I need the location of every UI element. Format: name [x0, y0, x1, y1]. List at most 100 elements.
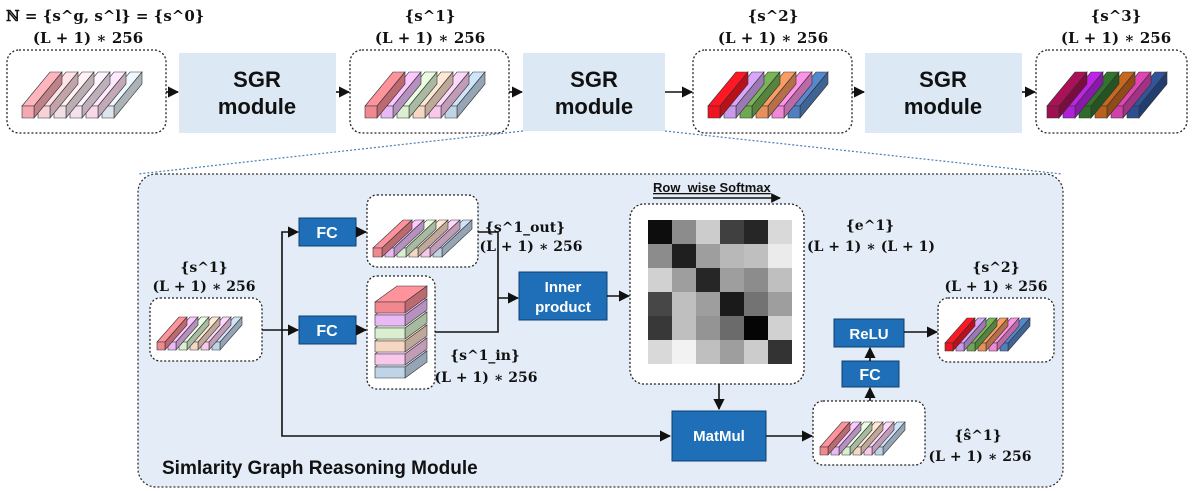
- panel-title: Simlarity Graph Reasoning Module: [162, 458, 478, 479]
- s0-feature-bars: [21, 71, 143, 119]
- heatmap-cell: [720, 292, 744, 316]
- matmul-label: MatMul: [693, 428, 745, 445]
- heatmap-cell: [648, 220, 672, 244]
- s-out-bars: [372, 219, 473, 258]
- sgr-module-1-line2: module: [218, 94, 296, 119]
- inner-product-line2: product: [535, 299, 591, 316]
- heatmap-cell: [720, 220, 744, 244]
- heatmap-cell: [768, 292, 792, 316]
- heatmap-cell: [720, 316, 744, 340]
- heatmap-cell: [672, 268, 696, 292]
- s-out-label: {s^1_out}: [485, 220, 565, 236]
- output-dim: (L + 1) ∗ 256: [945, 279, 1048, 295]
- line-sin-to-inner: [435, 298, 499, 333]
- heatmap-cell: [696, 220, 720, 244]
- s3-feature-bars: [1046, 71, 1168, 119]
- fc-out-button: [298, 217, 357, 247]
- s-hat-label: {ŝ^1}: [954, 428, 1001, 444]
- input-dim-label: (L + 1) ∗ 256: [33, 29, 143, 47]
- detail-input-label: {s^1}: [180, 260, 227, 276]
- sgr-module-1-line1: SGR: [233, 67, 281, 92]
- heatmap-cell: [672, 244, 696, 268]
- s1-dim-label: (L + 1) ∗ 256: [375, 29, 485, 47]
- heatmap-cell: [720, 340, 744, 364]
- s3-dim-label: (L + 1) ∗ 256: [1061, 29, 1171, 47]
- heatmap-cell: [648, 244, 672, 268]
- s3-set-label: {s^3}: [1091, 7, 1142, 25]
- s-hat-bars: [819, 421, 906, 456]
- fc-in-label: FC: [316, 323, 338, 340]
- sgr-module-3-line1: SGR: [919, 67, 967, 92]
- heatmap-cell: [744, 268, 768, 292]
- zoom-line-right: [664, 130, 1063, 175]
- s2-feature-bars: [707, 71, 829, 119]
- s-out-dim: (L + 1) ∗ 256: [480, 239, 583, 255]
- s2-dim-label: (L + 1) ∗ 256: [718, 29, 828, 47]
- feature-bar-front: [707, 105, 721, 119]
- heatmap-cell: [744, 220, 768, 244]
- feature-bar-front: [21, 105, 35, 119]
- relu-label: ReLU: [849, 326, 888, 343]
- input-set-label: ℕ = {s^g, s^l} = {s^0}: [6, 7, 204, 25]
- heatmap-cell: [696, 340, 720, 364]
- heatmap-cell: [696, 316, 720, 340]
- s-in-dim: (L + 1) ∗ 256: [435, 370, 538, 386]
- similarity-heatmap: [648, 220, 792, 364]
- fc-out-label: FC: [316, 225, 338, 242]
- heatmap-cell: [744, 244, 768, 268]
- matmul-button: [671, 410, 767, 462]
- feature-bar-front: [156, 341, 166, 351]
- sgr-module-2-line1: SGR: [570, 67, 618, 92]
- heatmap-cell: [696, 268, 720, 292]
- feature-bar-front: [364, 105, 378, 119]
- heatmap-cell: [696, 244, 720, 268]
- heatmap-cell: [744, 340, 768, 364]
- output-bars: [944, 317, 1031, 352]
- stack-slab-front: [374, 366, 406, 379]
- s1-feature-bars: [364, 71, 486, 119]
- stack-slab-front: [374, 314, 406, 327]
- fc-final-label: FC: [859, 367, 881, 384]
- stack-slab-front: [374, 301, 406, 314]
- heatmap-cell: [720, 244, 744, 268]
- relu-button: [833, 318, 905, 348]
- feature-bar-front: [944, 342, 954, 352]
- stack-slab-front: [374, 340, 406, 353]
- heatmap-cell: [672, 340, 696, 364]
- heatmap-cell: [744, 292, 768, 316]
- detail-input-dim: (L + 1) ∗ 256: [153, 279, 256, 295]
- heatmap-cell: [696, 292, 720, 316]
- heatmap-cell: [672, 220, 696, 244]
- heatmap-cell: [648, 316, 672, 340]
- sgr-module-2: [523, 53, 665, 131]
- e-label: {e^1}: [846, 218, 894, 234]
- heatmap-cell: [720, 268, 744, 292]
- heatmap-cell: [768, 268, 792, 292]
- feature-bar-front: [372, 247, 383, 258]
- e-dim: (L + 1) ∗ (L + 1): [807, 239, 935, 255]
- fc-final-button: [841, 360, 900, 388]
- heatmap-cell: [744, 316, 768, 340]
- heatmap-cell: [768, 244, 792, 268]
- stack-slab-front: [374, 353, 406, 366]
- sgr-module-3-line2: module: [904, 94, 982, 119]
- inner-product-line1: Inner: [545, 279, 582, 296]
- sgr-module-3: [865, 53, 1022, 133]
- heatmap-cell: [768, 220, 792, 244]
- feature-bar-front: [1046, 105, 1060, 119]
- feature-bar-front: [819, 446, 829, 456]
- s1-set-label: {s^1}: [405, 7, 456, 25]
- sgr-module-2-line2: module: [555, 94, 633, 119]
- branch-to-matmul: [281, 330, 672, 442]
- heatmap-cell: [648, 340, 672, 364]
- heatmap-cell: [672, 316, 696, 340]
- s-in-bars: [374, 285, 428, 379]
- heatmap-cell: [672, 292, 696, 316]
- softmax-label: Row_wise Softmax: [653, 180, 772, 195]
- s2-set-label: {s^2}: [748, 7, 799, 25]
- stack-slab-front: [374, 327, 406, 340]
- heatmap-cell: [768, 340, 792, 364]
- output-label: {s^2}: [972, 260, 1019, 276]
- s-hat-dim: (L + 1) ∗ 256: [929, 449, 1032, 465]
